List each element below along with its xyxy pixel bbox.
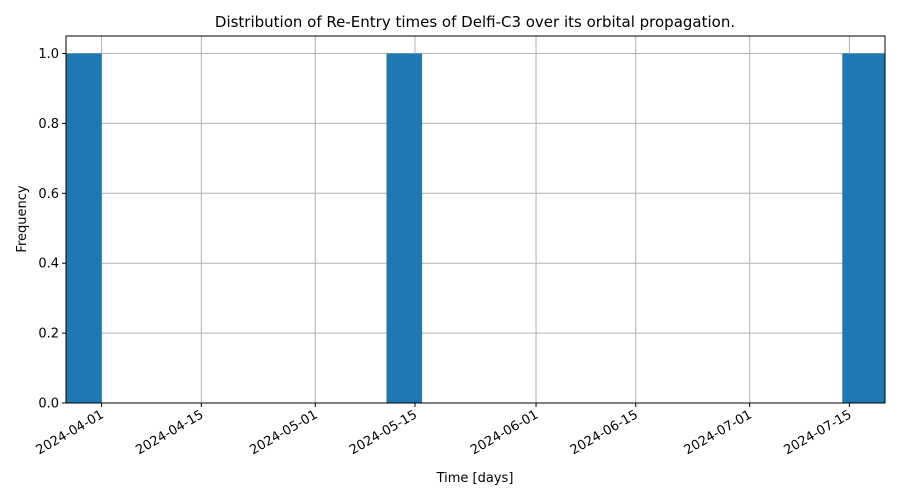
y-tick-label: 0.8 [38,117,59,132]
plot-frame [65,35,886,404]
y-tick-label: 0.4 [38,257,59,272]
x-tick-label: 2024-06-15 [568,407,641,458]
bar-layer [66,53,885,403]
y-tick-label: 0.2 [38,327,59,342]
x-tick-label: 2024-06-01 [468,407,541,458]
x-tick-label: 2024-07-01 [682,407,755,458]
histogram-bar [386,53,423,403]
x-tick-label: 2024-05-15 [347,407,420,458]
axis-layer: 2024-04-01 2024-04-15 2024-05-01 2024-05-15… [34,35,886,458]
y-tick-label: 0.6 [38,187,59,202]
grid-layer [66,36,885,404]
x-tick-label: 2024-05-01 [247,407,320,458]
histogram-bar [842,53,885,403]
histogram-bar [66,53,102,403]
y-tick-label: 0.0 [38,397,59,412]
y-axis-label: Frequency [15,185,30,252]
chart-title: Distribution of Re-Entry times of Delfi-… [215,13,735,31]
x-tick-label: 2024-04-15 [133,407,206,458]
y-tick-label: 1.0 [38,47,59,62]
x-tick-label: 2024-04-01 [34,407,107,458]
x-axis-label: Time [days] [436,471,514,486]
x-tick-label: 2024-07-15 [781,407,854,458]
